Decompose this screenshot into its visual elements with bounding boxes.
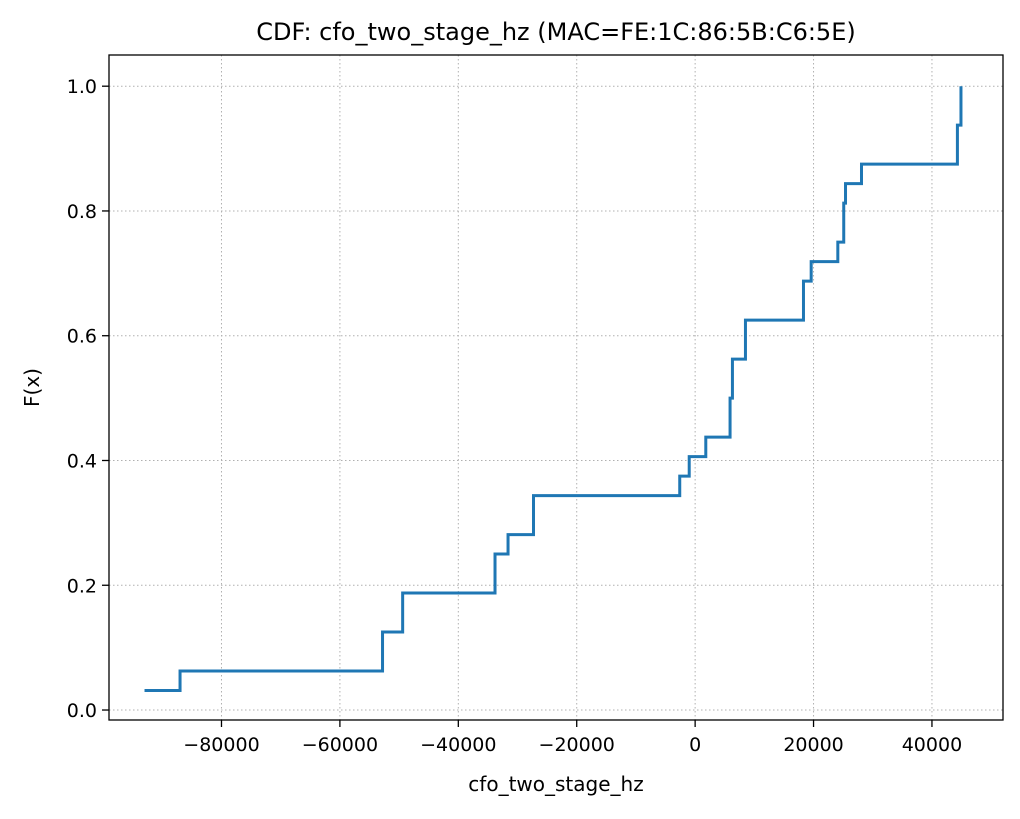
y-tick-label: 0.4 [67,450,97,472]
tick-layer: −80000 −60000 −40000 −20000 0 20000 40000 0.0 0.… [67,76,962,756]
x-tick-label: 20000 [783,734,843,756]
y-tick-label: 0.0 [67,700,97,722]
series-layer [144,86,963,693]
y-tick-label: 0.2 [67,575,97,597]
y-axis-label: F(x) [20,368,44,407]
x-tick-label: −40000 [420,734,496,756]
x-tick-label: −80000 [183,734,259,756]
y-tick-label: 0.8 [67,201,97,223]
plot-frame [108,54,1004,721]
y-tick-label: 1.0 [67,76,97,98]
x-tick-label: 0 [689,734,701,756]
x-tick-label: −20000 [539,734,615,756]
x-tick-label: −60000 [302,734,378,756]
x-tick-label: 40000 [902,734,962,756]
y-tick-label: 0.6 [67,326,97,348]
chart-title: CDF: cfo_two_stage_hz (MAC=FE:1C:86:5B:C… [256,18,855,46]
x-axis-label: cfo_two_stage_hz [468,772,643,796]
cdf-step-line [144,86,963,693]
grid-layer [109,55,1003,720]
